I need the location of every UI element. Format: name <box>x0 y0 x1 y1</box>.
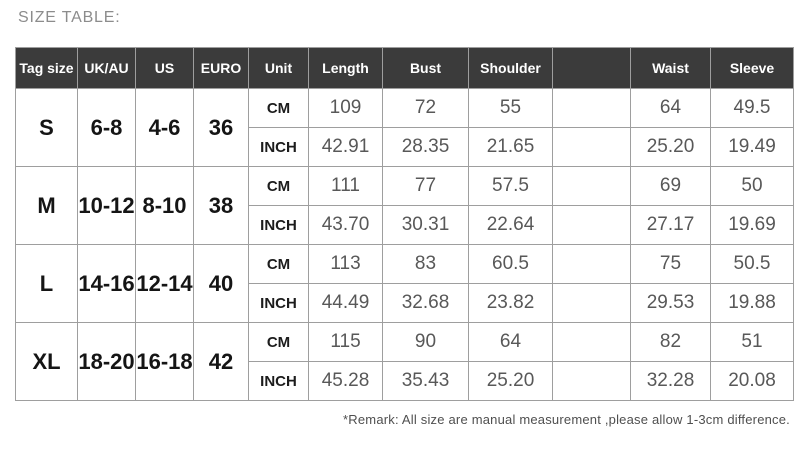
table-row: INCH 42.91 28.35 21.65 25.20 19.49 <box>16 127 794 167</box>
spacer-cell <box>552 322 631 362</box>
page-title: SIZE TABLE: <box>18 9 121 26</box>
length-value: 113 <box>308 244 383 284</box>
spacer-cell <box>552 127 631 167</box>
bust-value: 30.31 <box>382 205 469 245</box>
euro-cell: 38 <box>193 166 249 245</box>
unit-cell: CM <box>248 166 309 206</box>
waist-value: 25.20 <box>630 127 711 167</box>
sleeve-value: 19.49 <box>710 127 794 167</box>
size-table: Tag size UK/AU US EURO Unit Length Bust … <box>15 47 794 401</box>
bust-value: 28.35 <box>382 127 469 167</box>
unit-cell: INCH <box>248 205 309 245</box>
spacer-cell <box>552 283 631 323</box>
header-bust: Bust <box>382 47 469 89</box>
sleeve-value: 50 <box>710 166 794 206</box>
tag-cell: L <box>15 244 78 323</box>
length-value: 115 <box>308 322 383 362</box>
shoulder-value: 21.65 <box>468 127 553 167</box>
spacer-cell <box>552 88 631 128</box>
length-value: 109 <box>308 88 383 128</box>
table-row: XL 18-20 16-18 42 CM 115 90 64 82 51 <box>15 322 794 401</box>
euro-cell: 42 <box>193 322 249 401</box>
shoulder-value: 60.5 <box>468 244 553 284</box>
ukau-cell: 10-12 <box>77 166 136 245</box>
table-row: INCH 45.28 35.43 25.20 32.28 20.08 <box>16 361 794 401</box>
waist-value: 27.17 <box>630 205 711 245</box>
waist-value: 64 <box>630 88 711 128</box>
ukau-cell: 6-8 <box>77 88 136 167</box>
spacer-cell <box>552 205 631 245</box>
table-row: INCH 44.49 32.68 23.82 29.53 19.88 <box>16 283 794 323</box>
shoulder-value: 55 <box>468 88 553 128</box>
shoulder-value: 64 <box>468 322 553 362</box>
length-value: 42.91 <box>308 127 383 167</box>
length-value: 111 <box>308 166 383 206</box>
us-cell: 4-6 <box>135 88 194 167</box>
unit-cell: CM <box>248 244 309 284</box>
length-value: 44.49 <box>308 283 383 323</box>
tag-cell: S <box>15 88 78 167</box>
waist-value: 75 <box>630 244 711 284</box>
bust-value: 72 <box>382 88 469 128</box>
sleeve-value: 19.88 <box>710 283 794 323</box>
spacer-cell <box>552 166 631 206</box>
table-row: S 6-8 4-6 36 CM 109 72 55 64 49.5 <box>15 88 794 167</box>
euro-cell: 36 <box>193 88 249 167</box>
us-cell: 8-10 <box>135 166 194 245</box>
sleeve-value: 50.5 <box>710 244 794 284</box>
unit-cell: INCH <box>248 283 309 323</box>
header-uk-au: UK/AU <box>77 47 136 89</box>
bust-value: 83 <box>382 244 469 284</box>
length-value: 45.28 <box>308 361 383 401</box>
waist-value: 32.28 <box>630 361 711 401</box>
tag-cell: XL <box>15 322 78 401</box>
shoulder-value: 57.5 <box>468 166 553 206</box>
unit-cell: INCH <box>248 361 309 401</box>
bust-value: 32.68 <box>382 283 469 323</box>
header-sleeve: Sleeve <box>710 47 794 89</box>
waist-value: 69 <box>630 166 711 206</box>
ukau-cell: 14-16 <box>77 244 136 323</box>
bust-value: 77 <box>382 166 469 206</box>
sleeve-value: 20.08 <box>710 361 794 401</box>
sleeve-value: 49.5 <box>710 88 794 128</box>
shoulder-value: 22.64 <box>468 205 553 245</box>
us-cell: 16-18 <box>135 322 194 401</box>
table-row: INCH 43.70 30.31 22.64 27.17 19.69 <box>16 205 794 245</box>
unit-cell: CM <box>248 322 309 362</box>
unit-cell: CM <box>248 88 309 128</box>
header-unit: Unit <box>248 47 309 89</box>
bust-value: 35.43 <box>382 361 469 401</box>
tag-cell: M <box>15 166 78 245</box>
spacer-cell <box>552 361 631 401</box>
bust-value: 90 <box>382 322 469 362</box>
unit-cell: INCH <box>248 127 309 167</box>
header-waist: Waist <box>630 47 711 89</box>
waist-value: 82 <box>630 322 711 362</box>
table-row: L 14-16 12-14 40 CM 113 83 60.5 75 50.5 <box>15 244 794 323</box>
shoulder-value: 23.82 <box>468 283 553 323</box>
header-euro: EURO <box>193 47 249 89</box>
ukau-cell: 18-20 <box>77 322 136 401</box>
length-value: 43.70 <box>308 205 383 245</box>
shoulder-value: 25.20 <box>468 361 553 401</box>
header-row: Tag size UK/AU US EURO Unit Length Bust … <box>15 47 794 89</box>
header-length: Length <box>308 47 383 89</box>
header-tag-size: Tag size <box>15 47 78 89</box>
header-spacer <box>552 47 631 89</box>
us-cell: 12-14 <box>135 244 194 323</box>
remark-text: *Remark: All size are manual measurement… <box>343 412 790 427</box>
table-row: M 10-12 8-10 38 CM 111 77 57.5 69 50 <box>15 166 794 245</box>
spacer-cell <box>552 244 631 284</box>
waist-value: 29.53 <box>630 283 711 323</box>
header-us: US <box>135 47 194 89</box>
sleeve-value: 19.69 <box>710 205 794 245</box>
sleeve-value: 51 <box>710 322 794 362</box>
euro-cell: 40 <box>193 244 249 323</box>
header-shoulder: Shoulder <box>468 47 553 89</box>
